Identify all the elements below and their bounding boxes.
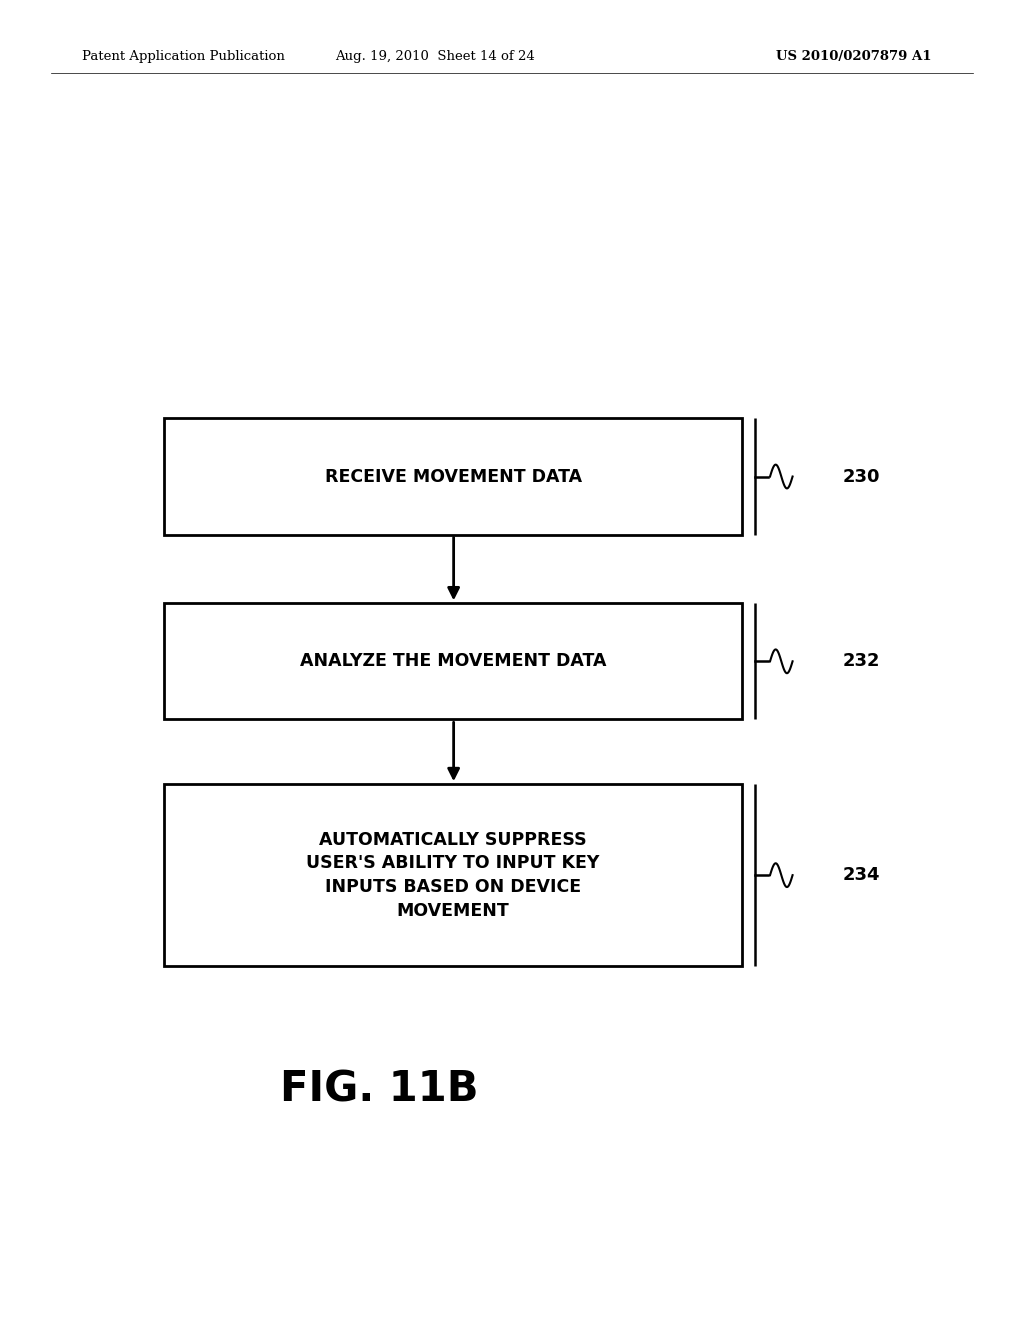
Text: RECEIVE MOVEMENT DATA: RECEIVE MOVEMENT DATA bbox=[325, 467, 582, 486]
Text: Patent Application Publication: Patent Application Publication bbox=[82, 50, 285, 63]
Text: FIG. 11B: FIG. 11B bbox=[280, 1068, 478, 1110]
Text: ANALYZE THE MOVEMENT DATA: ANALYZE THE MOVEMENT DATA bbox=[300, 652, 606, 671]
Bar bbox=[164, 784, 742, 966]
Text: US 2010/0207879 A1: US 2010/0207879 A1 bbox=[776, 50, 932, 63]
Text: 230: 230 bbox=[843, 467, 881, 486]
Text: Aug. 19, 2010  Sheet 14 of 24: Aug. 19, 2010 Sheet 14 of 24 bbox=[335, 50, 536, 63]
Bar bbox=[164, 603, 742, 719]
Text: 234: 234 bbox=[843, 866, 881, 884]
Text: 232: 232 bbox=[843, 652, 881, 671]
Text: AUTOMATICALLY SUPPRESS
USER'S ABILITY TO INPUT KEY
INPUTS BASED ON DEVICE
MOVEME: AUTOMATICALLY SUPPRESS USER'S ABILITY TO… bbox=[306, 830, 600, 920]
Bar bbox=[164, 418, 742, 535]
